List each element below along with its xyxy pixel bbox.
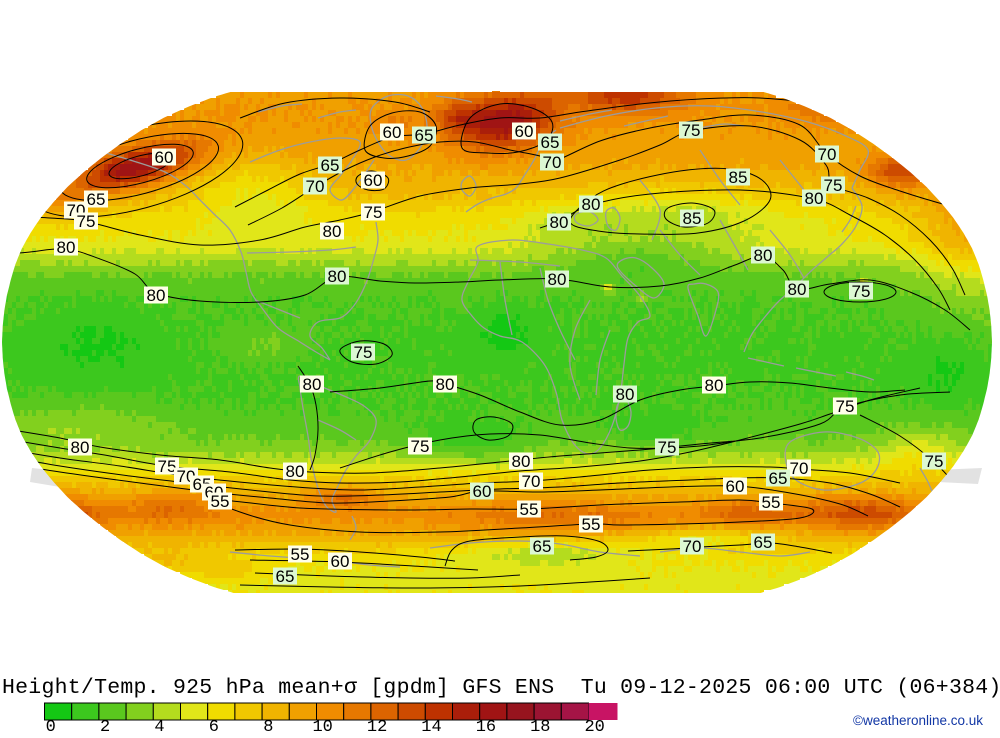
svg-text:80: 80 [286, 462, 305, 481]
svg-text:75: 75 [852, 282, 871, 301]
svg-text:80: 80 [616, 385, 635, 404]
svg-text:60: 60 [155, 148, 174, 167]
svg-text:80: 80 [303, 375, 322, 394]
svg-text:80: 80 [548, 270, 567, 289]
svg-text:75: 75 [364, 203, 383, 222]
svg-text:75: 75 [682, 121, 701, 140]
svg-text:10: 10 [312, 718, 332, 733]
svg-text:70: 70 [818, 145, 837, 164]
svg-text:75: 75 [836, 397, 855, 416]
svg-text:75: 75 [77, 212, 96, 231]
svg-text:80: 80 [436, 375, 455, 394]
svg-text:6: 6 [209, 718, 219, 733]
svg-text:70: 70 [790, 459, 809, 478]
svg-text:18: 18 [530, 718, 550, 733]
svg-text:70: 70 [306, 177, 325, 196]
svg-text:12: 12 [367, 718, 387, 733]
svg-text:14: 14 [421, 718, 441, 733]
svg-text:80: 80 [788, 280, 807, 299]
svg-text:80: 80 [582, 195, 601, 214]
svg-text:80: 80 [705, 376, 724, 395]
svg-text:60: 60 [473, 482, 492, 501]
svg-text:75: 75 [158, 457, 177, 476]
svg-text:60: 60 [383, 123, 402, 142]
svg-text:60: 60 [331, 552, 350, 571]
svg-text:80: 80 [328, 267, 347, 286]
svg-text:80: 80 [71, 438, 90, 457]
svg-text:80: 80 [754, 246, 773, 265]
svg-text:60: 60 [515, 122, 534, 141]
svg-text:80: 80 [550, 213, 569, 232]
svg-text:65: 65 [769, 469, 788, 488]
svg-text:65: 65 [415, 126, 434, 145]
svg-text:60: 60 [364, 171, 383, 190]
svg-text:60: 60 [726, 477, 745, 496]
svg-text:65: 65 [87, 190, 106, 209]
svg-text:65: 65 [754, 533, 773, 552]
svg-text:85: 85 [729, 168, 748, 187]
svg-text:80: 80 [57, 238, 76, 257]
svg-text:75: 75 [824, 176, 843, 195]
svg-text:85: 85 [683, 209, 702, 228]
svg-text:70: 70 [522, 472, 541, 491]
svg-text:8: 8 [263, 718, 273, 733]
svg-text:0: 0 [46, 718, 56, 733]
svg-text:55: 55 [582, 515, 601, 534]
svg-text:80: 80 [512, 452, 531, 471]
svg-text:80: 80 [323, 222, 342, 241]
svg-text:55: 55 [520, 500, 539, 519]
svg-text:55: 55 [291, 545, 310, 564]
svg-text:55: 55 [762, 493, 781, 512]
svg-text:2: 2 [100, 718, 110, 733]
svg-text:65: 65 [541, 133, 560, 152]
svg-text:75: 75 [925, 452, 944, 471]
svg-text:65: 65 [533, 537, 552, 556]
svg-text:80: 80 [805, 189, 824, 208]
svg-text:4: 4 [154, 718, 164, 733]
svg-text:16: 16 [476, 718, 496, 733]
svg-text:65: 65 [321, 156, 340, 175]
svg-text:75: 75 [354, 343, 373, 362]
svg-text:75: 75 [411, 437, 430, 456]
svg-text:65: 65 [276, 567, 295, 586]
svg-text:55: 55 [211, 492, 230, 511]
svg-text:20: 20 [584, 718, 604, 733]
svg-text:80: 80 [147, 286, 166, 305]
svg-text:75: 75 [658, 438, 677, 457]
svg-text:70: 70 [543, 153, 562, 172]
svg-text:70: 70 [683, 537, 702, 556]
